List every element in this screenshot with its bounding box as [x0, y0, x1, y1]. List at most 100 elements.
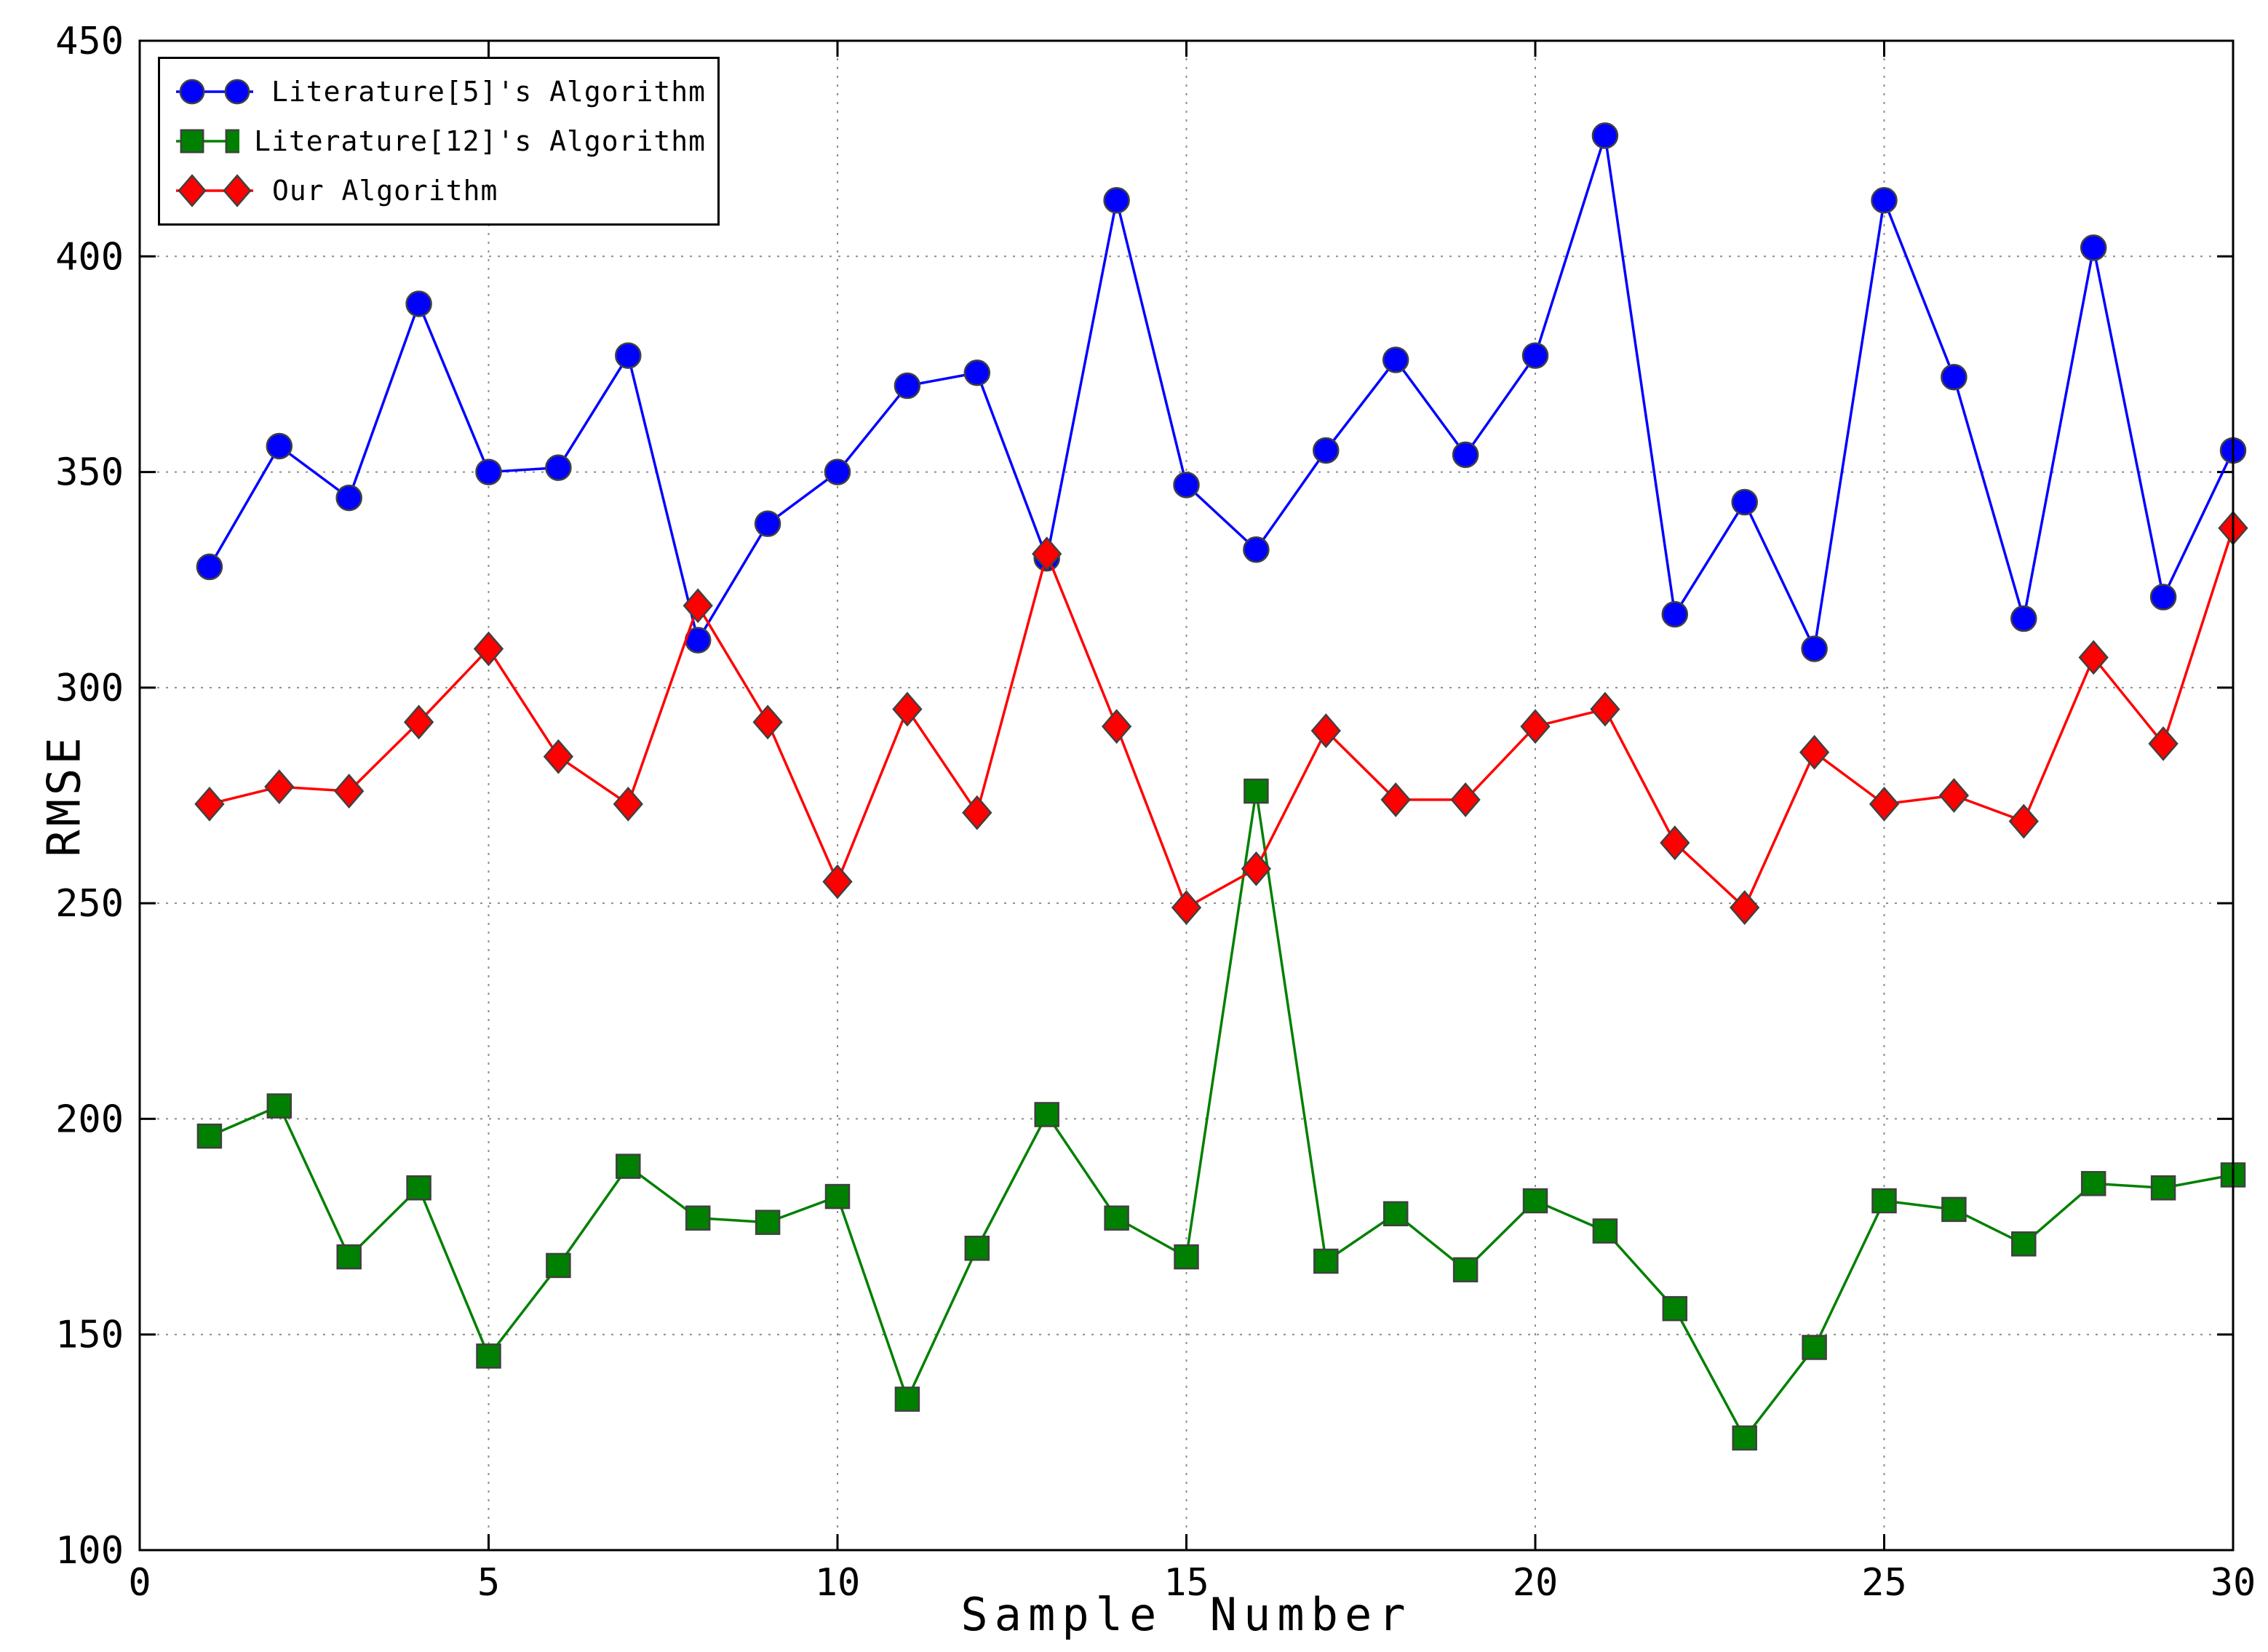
diamond-marker — [473, 631, 504, 667]
x-tick-label: 0 — [128, 1561, 151, 1605]
circle-marker — [1243, 536, 1270, 563]
y-tick-label: 350 — [55, 451, 124, 495]
diamond-marker — [1310, 713, 1341, 749]
diamond-marker — [1660, 825, 1690, 861]
legend-item: Literature[5]'s Algorithm — [172, 71, 706, 113]
circle-marker — [1801, 635, 1828, 662]
diamond-marker — [1730, 890, 1760, 925]
square-marker — [964, 1235, 990, 1261]
diamond-marker — [403, 704, 434, 740]
series-square — [196, 778, 2246, 1451]
diamond-marker — [1590, 691, 1620, 727]
square-marker — [406, 1175, 431, 1201]
diamond-marker — [683, 588, 713, 624]
circle-marker — [1521, 342, 1549, 369]
square-marker — [1104, 1205, 1129, 1231]
y-tick-label: 100 — [55, 1529, 124, 1573]
diamond-marker — [334, 774, 365, 809]
series-circle — [196, 122, 2247, 662]
square-marker — [1522, 1188, 1548, 1214]
diamond-marker — [1450, 782, 1481, 817]
y-axis-title: RMSE — [37, 734, 91, 857]
square-marker — [336, 1244, 362, 1270]
y-tick-label: 250 — [55, 882, 124, 926]
square-marker — [1244, 778, 1269, 804]
circle-marker — [1591, 122, 1619, 149]
legend-item: Our Algorithm — [172, 170, 706, 212]
legend-label: Literature[5]'s Algorithm — [271, 76, 706, 108]
circle-marker — [2149, 584, 2177, 611]
diamond-marker — [2008, 803, 2039, 839]
x-tick-label: 5 — [477, 1561, 500, 1605]
circle-marker — [405, 290, 432, 317]
diamond-marker — [752, 704, 783, 740]
plot-frame — [138, 39, 2235, 1552]
diamond-marker — [892, 691, 923, 727]
legend: Literature[5]'s Algorithm Literature[12]… — [158, 57, 720, 226]
x-tick-label: 20 — [1513, 1561, 1559, 1605]
square-marker — [1662, 1295, 1688, 1322]
circle-marker — [1382, 346, 1409, 373]
diamond-marker — [1101, 709, 1132, 744]
circle-marker — [894, 372, 921, 400]
legend-label: Our Algorithm — [272, 175, 498, 207]
square-marker — [685, 1205, 711, 1231]
square-marker — [546, 1252, 571, 1279]
legend-label: Literature[12]'s Algorithm — [254, 125, 706, 157]
x-axis-title: Sample Number — [960, 1588, 1412, 1641]
diamond-marker — [1380, 782, 1411, 817]
square-marker — [755, 1210, 781, 1235]
square-marker — [1802, 1335, 1827, 1360]
square-marker — [1034, 1102, 1059, 1127]
circle-marker — [196, 553, 223, 581]
legend-key-diamond-icon — [176, 174, 253, 207]
x-tick-label: 10 — [815, 1561, 861, 1605]
diamond-marker — [1869, 786, 1900, 822]
diamond-marker — [1520, 709, 1551, 744]
diamond-marker — [822, 864, 853, 900]
square-marker — [180, 129, 204, 154]
diamond-marker — [1938, 778, 1970, 813]
series-diamond — [194, 510, 2248, 925]
square-marker — [824, 1183, 851, 1210]
square-marker — [266, 1093, 293, 1119]
y-tick-label: 200 — [55, 1097, 124, 1141]
x-tick-label: 30 — [2211, 1561, 2256, 1605]
circle-marker — [1661, 600, 1689, 628]
square-marker — [1174, 1244, 1199, 1270]
circle-marker — [1941, 363, 1967, 391]
x-tick-label: 25 — [1861, 1561, 1907, 1605]
square-marker — [1871, 1188, 1897, 1214]
square-marker — [1313, 1248, 1339, 1274]
diamond-marker — [2078, 640, 2109, 675]
circle-marker — [963, 360, 991, 386]
circle-marker — [1313, 437, 1340, 464]
square-marker — [225, 129, 240, 154]
x-tick-label: 15 — [1163, 1561, 1209, 1605]
circle-marker — [224, 79, 250, 105]
circle-marker — [824, 458, 851, 485]
square-marker — [1592, 1218, 1618, 1244]
circle-marker — [1452, 441, 1479, 469]
square-marker — [1382, 1201, 1409, 1227]
square-marker — [894, 1386, 920, 1412]
y-tick-label: 300 — [55, 667, 124, 710]
circle-marker — [615, 342, 642, 369]
square-marker — [616, 1153, 641, 1179]
circle-marker — [1871, 187, 1898, 214]
diamond-marker — [178, 174, 207, 207]
circle-marker — [179, 79, 205, 105]
circle-marker — [1173, 472, 1200, 499]
y-tick-label: 450 — [55, 20, 124, 63]
circle-marker — [2080, 234, 2107, 261]
square-marker — [2150, 1175, 2176, 1201]
circle-marker — [545, 454, 572, 481]
circle-marker — [1731, 488, 1758, 516]
square-marker — [1452, 1257, 1479, 1283]
square-marker — [1732, 1425, 1757, 1451]
square-marker — [476, 1343, 501, 1369]
y-tick-label: 400 — [55, 235, 124, 279]
circle-marker — [754, 510, 781, 537]
